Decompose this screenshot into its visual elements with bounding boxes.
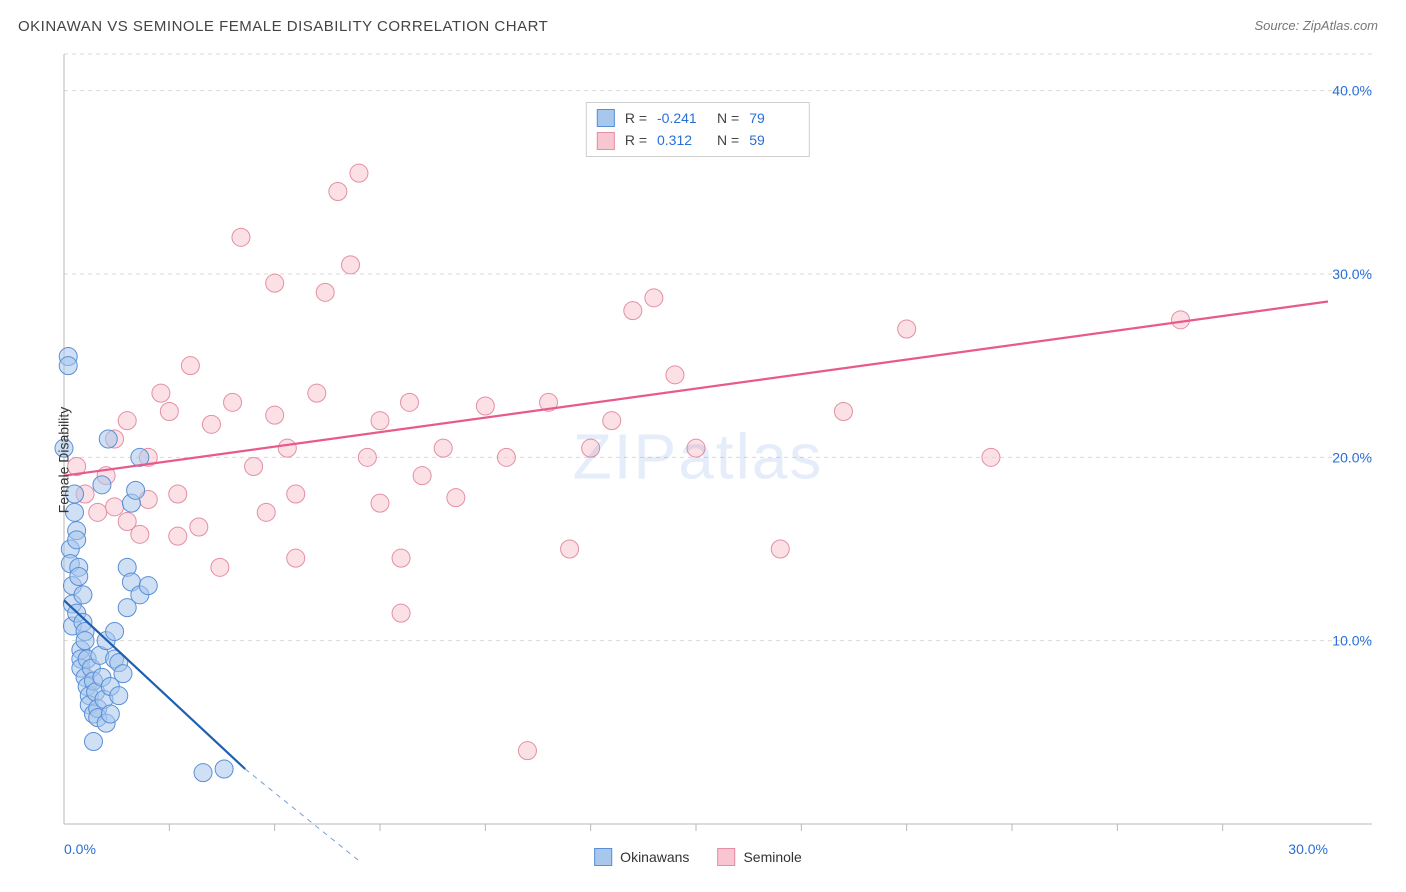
series-legend-label: Okinawans bbox=[620, 849, 689, 865]
legend-n-value: 79 bbox=[749, 107, 799, 129]
y-axis-label: Female Disability bbox=[55, 407, 71, 514]
svg-text:40.0%: 40.0% bbox=[1332, 83, 1372, 99]
legend-n-label: N = bbox=[717, 107, 739, 129]
legend-swatch bbox=[597, 109, 615, 127]
source-attribution: Source: ZipAtlas.com bbox=[1254, 18, 1378, 33]
svg-text:20.0%: 20.0% bbox=[1332, 449, 1372, 465]
legend-swatch bbox=[717, 848, 735, 866]
svg-text:30.0%: 30.0% bbox=[1288, 841, 1328, 857]
series-legend-label: Seminole bbox=[743, 849, 801, 865]
series-legend-item: Seminole bbox=[717, 848, 801, 866]
legend-n-label: N = bbox=[717, 129, 739, 151]
chart-area: Female Disability ZIPatlas 0.0%30.0%10.0… bbox=[18, 48, 1378, 872]
legend-stat-row: R = -0.241 N = 79 bbox=[597, 107, 799, 129]
correlation-legend: R = -0.241 N = 79 R = 0.312 N = 59 bbox=[586, 102, 810, 157]
legend-r-value: 0.312 bbox=[657, 129, 707, 151]
chart-title: OKINAWAN VS SEMINOLE FEMALE DISABILITY C… bbox=[18, 18, 548, 35]
svg-text:30.0%: 30.0% bbox=[1332, 266, 1372, 282]
legend-stat-row: R = 0.312 N = 59 bbox=[597, 129, 799, 151]
scatter-plot: 0.0% 30.0% 10.0% 20.0% 30.0% 40.0% bbox=[18, 48, 1378, 872]
series-legend-item: Okinawans bbox=[594, 848, 689, 866]
legend-r-label: R = bbox=[625, 107, 647, 129]
legend-swatch bbox=[594, 848, 612, 866]
series-legend: Okinawans Seminole bbox=[594, 848, 802, 866]
svg-text:0.0%: 0.0% bbox=[64, 841, 96, 857]
legend-swatch bbox=[597, 132, 615, 150]
svg-text:10.0%: 10.0% bbox=[1332, 633, 1372, 649]
legend-n-value: 59 bbox=[749, 129, 799, 151]
legend-r-label: R = bbox=[625, 129, 647, 151]
legend-r-value: -0.241 bbox=[657, 107, 707, 129]
